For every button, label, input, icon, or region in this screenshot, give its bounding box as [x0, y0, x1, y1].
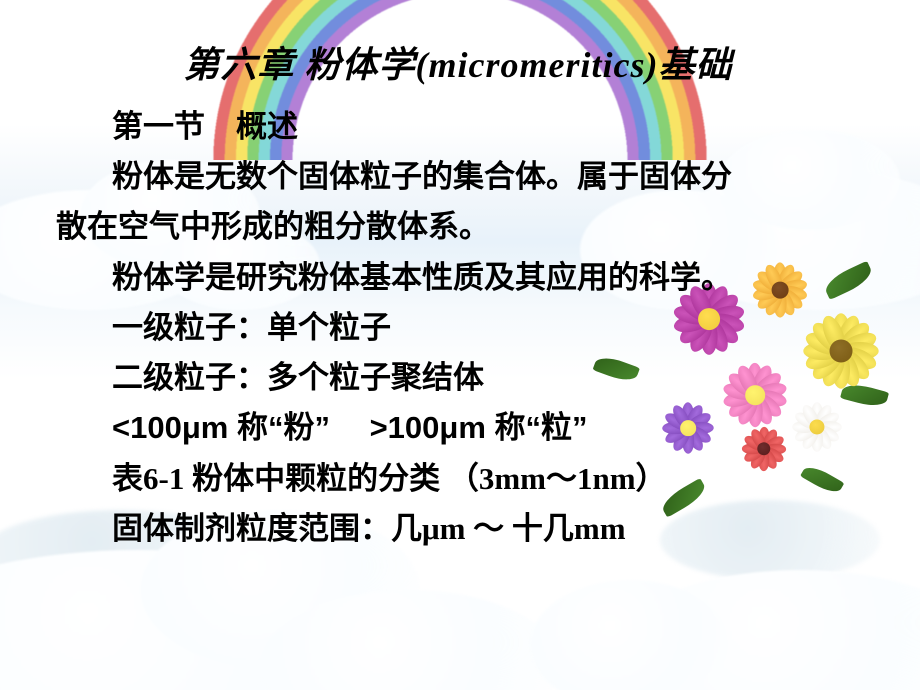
body-line: <100μm 称“粉” >100μm 称“粒” — [56, 403, 860, 453]
body-line: 一级粒子：单个粒子 — [56, 303, 860, 353]
slide-content: 第六章 粉体学(micromeritics)基础 第一节 概述 粉体是无数个固体… — [0, 0, 920, 554]
body-line: 散在空气中形成的粗分散体系。 — [56, 202, 860, 252]
cloud — [620, 570, 920, 690]
body-line: 表6-1 粉体中颗粒的分类 （3mm～1nm） — [56, 454, 860, 504]
body-line: 粉体是无数个固体粒子的集合体。属于固体分 — [56, 152, 860, 202]
section-heading: 第一节 概述 — [56, 102, 860, 152]
cloud — [0, 550, 400, 690]
body-line: 二级粒子：多个粒子聚结体 — [56, 353, 860, 403]
body-line: 固体制剂粒度范围：几μm ～ 十几mm — [56, 504, 860, 554]
chapter-title: 第六章 粉体学(micromeritics)基础 — [56, 36, 860, 88]
body-line: 粉体学是研究粉体基本性质及其应用的科学。 — [56, 253, 860, 303]
